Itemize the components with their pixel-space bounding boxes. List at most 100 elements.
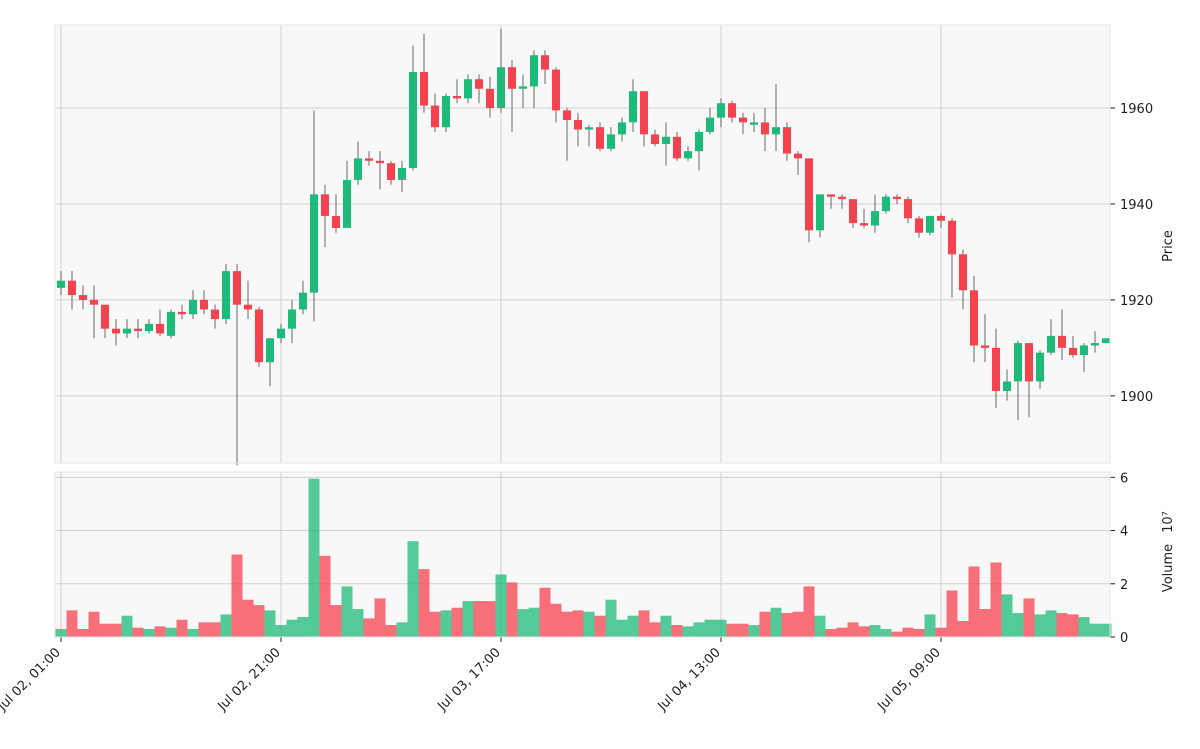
candle-body	[310, 194, 318, 293]
volume-bar	[770, 607, 782, 637]
volume-bar	[1089, 623, 1101, 637]
volume-bar	[330, 605, 342, 637]
volume-bar	[275, 625, 287, 637]
candle-body	[233, 271, 241, 305]
volume-bar	[363, 618, 375, 637]
volume-bar	[1034, 614, 1046, 637]
candle-body	[497, 67, 505, 108]
y-tick-label: 1940	[1120, 198, 1153, 213]
volume-bar	[561, 611, 573, 637]
candle-body	[57, 280, 65, 288]
candle-body	[167, 311, 175, 336]
candle-body	[706, 117, 714, 132]
volume-bar	[737, 623, 749, 637]
candle-body	[1014, 343, 1022, 382]
candle-body	[79, 295, 87, 300]
volume-bar	[539, 587, 551, 637]
candle-body	[189, 299, 197, 315]
volume-bar	[341, 586, 353, 637]
candle-body	[640, 91, 648, 135]
candle-body	[651, 134, 659, 144]
volume-bar	[1001, 594, 1013, 637]
volume-bar	[946, 590, 958, 637]
candle-body	[816, 194, 824, 231]
volume-bar	[429, 611, 441, 637]
volume-bar	[418, 569, 430, 637]
volume-tick-label: 0	[1120, 631, 1128, 646]
candle-body	[409, 72, 417, 168]
candle-body	[1102, 338, 1110, 344]
candle-body	[332, 215, 340, 228]
volume-bar	[704, 619, 716, 637]
candle-body	[1047, 335, 1055, 353]
candle-body	[629, 91, 637, 123]
volume-bar	[858, 626, 870, 637]
price-frame	[54, 24, 1111, 464]
volume-bar	[638, 610, 650, 637]
volume-bar	[572, 610, 584, 637]
candle-body	[68, 280, 76, 296]
candle-body	[1025, 343, 1033, 382]
volume-bar	[726, 623, 738, 637]
candle-body	[200, 299, 208, 310]
volume-bar	[649, 622, 661, 637]
volume-bar	[825, 629, 837, 637]
price-panel	[55, 25, 1110, 463]
candle-body	[827, 194, 835, 197]
candle-body	[134, 328, 142, 332]
volume-bar	[627, 615, 639, 637]
candle-body	[761, 122, 769, 135]
y-tick-label: 1960	[1120, 102, 1153, 117]
candle-body	[596, 127, 604, 149]
volume-bar	[957, 621, 969, 637]
candle-body	[321, 194, 329, 216]
volume-bar	[935, 627, 947, 637]
volume-bar	[319, 555, 331, 637]
candle-body	[365, 158, 373, 161]
candle-body	[981, 345, 989, 348]
candle-body	[937, 215, 945, 221]
candle-body	[959, 254, 967, 291]
y-tick-label: 1900	[1120, 390, 1153, 405]
candle-body	[530, 55, 538, 87]
candle-body	[541, 55, 549, 70]
volume-bar	[231, 554, 243, 637]
candle-body	[211, 309, 219, 320]
volume-bar	[198, 622, 210, 637]
volume-tick-label: 4	[1120, 525, 1128, 540]
candle-body	[277, 328, 285, 339]
volume-bar	[847, 622, 859, 637]
volume-bar	[407, 541, 419, 637]
candle-body	[354, 158, 362, 180]
candle-body	[893, 196, 901, 200]
candle-body	[772, 127, 780, 135]
volume-bar	[1023, 598, 1035, 637]
volume-bar	[242, 599, 254, 637]
volume-bar	[121, 615, 133, 637]
volume-bar	[550, 603, 562, 637]
candle-body	[882, 196, 890, 212]
candle-body	[871, 211, 879, 226]
y-tick-label: 1920	[1120, 294, 1153, 309]
volume-bar	[209, 622, 221, 637]
candle-body	[585, 127, 593, 130]
volume-offset: 10⁷	[1161, 511, 1176, 533]
volume-bar	[385, 625, 397, 637]
volume-bar	[869, 625, 881, 637]
candle-body	[728, 103, 736, 118]
candle-body	[222, 271, 230, 320]
candle-body	[431, 105, 439, 128]
volume-axis-label: Volume	[1161, 544, 1176, 592]
candle-body	[783, 127, 791, 154]
candle-body	[376, 160, 384, 164]
x-tick-label: Jul 03, 17:00	[434, 645, 503, 714]
candle-body	[387, 163, 395, 180]
candle-body	[849, 199, 857, 224]
volume-bar	[374, 598, 386, 637]
volume-bar	[517, 609, 529, 637]
candle-body	[860, 223, 868, 226]
volume-bar	[253, 605, 265, 637]
candle-body	[244, 304, 252, 310]
